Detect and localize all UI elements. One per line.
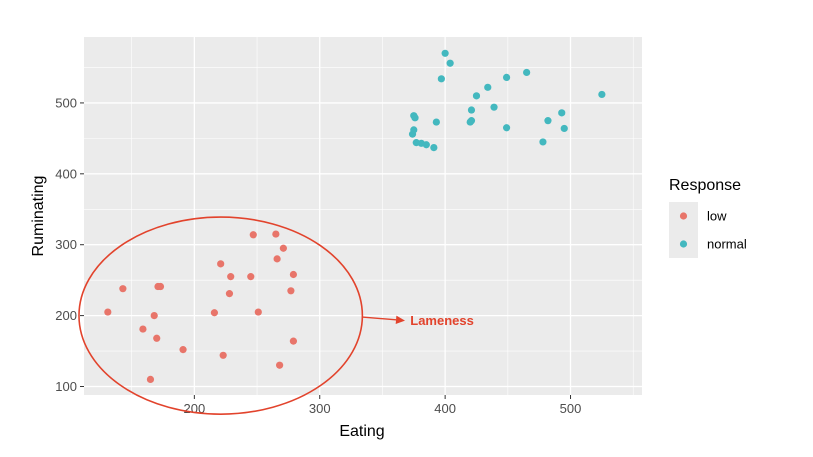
data-point-normal (467, 106, 476, 114)
data-point-normal (598, 90, 606, 99)
annotation-arrow-shaft (362, 316, 397, 321)
data-point-normal (539, 138, 547, 146)
data-point-normal (422, 141, 430, 149)
data-point-low (289, 270, 298, 279)
data-point-normal (430, 143, 438, 152)
data-point-low (249, 231, 257, 239)
data-point-normal (544, 117, 552, 125)
data-point-normal (502, 124, 511, 132)
legend-key-background (669, 202, 698, 258)
data-point-normal (472, 92, 481, 100)
data-point-low (210, 309, 219, 317)
y-tick-label: 500 (55, 95, 77, 110)
data-point-low (272, 230, 280, 238)
data-point-normal (411, 114, 419, 122)
annotation-label: Lameness (410, 313, 474, 328)
data-point-low (139, 325, 147, 333)
data-point-low (287, 287, 295, 295)
y-tick-label: 300 (55, 237, 77, 252)
x-axis-ticks: 200 300 400 500 (183, 395, 581, 416)
x-tick-label: 500 (560, 401, 582, 416)
data-point-low (289, 337, 298, 345)
x-tick-label: 400 (434, 401, 456, 416)
data-point-low (227, 273, 235, 281)
data-point-low (150, 312, 158, 320)
data-point-normal (437, 75, 445, 83)
annotation-arrow-head (395, 315, 406, 325)
data-point-low (119, 285, 127, 293)
data-point-low (276, 361, 284, 369)
data-point-low (217, 260, 225, 268)
data-point-normal (502, 73, 511, 82)
legend-title: Response (669, 177, 741, 194)
y-axis-title: Ruminating (30, 176, 47, 257)
legend-label-normal: normal (707, 237, 747, 252)
x-axis-title: Eating (339, 423, 384, 440)
data-point-low (225, 290, 234, 298)
y-tick-label: 400 (55, 166, 77, 181)
data-points (104, 49, 606, 384)
data-point-low (279, 244, 287, 252)
grid-lines (84, 37, 642, 395)
y-tick-label: 100 (55, 379, 77, 394)
data-point-normal (560, 124, 568, 133)
data-point-normal (523, 68, 531, 77)
data-point-normal (432, 118, 440, 126)
data-point-normal (558, 109, 566, 117)
x-tick-label: 300 (309, 401, 331, 416)
data-point-low (146, 375, 155, 384)
lameness-ellipse (78, 216, 364, 415)
data-point-low (179, 346, 187, 354)
annotation: Lameness (78, 216, 474, 415)
data-point-low (247, 273, 255, 281)
plot-panel (84, 37, 642, 395)
y-tick-label: 200 (55, 308, 77, 323)
data-point-low (254, 308, 262, 316)
data-point-low (153, 334, 161, 342)
y-axis-ticks: 100 200 300 400 500 (55, 95, 84, 394)
data-point-low (104, 308, 112, 316)
data-point-normal (446, 59, 454, 67)
legend-key-normal (679, 240, 688, 248)
data-point-normal (490, 103, 498, 111)
data-point-normal (484, 83, 492, 91)
data-point-normal (410, 126, 418, 134)
data-point-normal (467, 117, 476, 125)
legend-label-low: low (707, 209, 727, 224)
data-point-normal (441, 49, 449, 57)
data-point-low (219, 351, 227, 359)
legend: Response low normal (669, 177, 747, 258)
data-point-low (273, 255, 281, 263)
data-point-low (156, 282, 165, 291)
legend-key-low (679, 212, 688, 220)
